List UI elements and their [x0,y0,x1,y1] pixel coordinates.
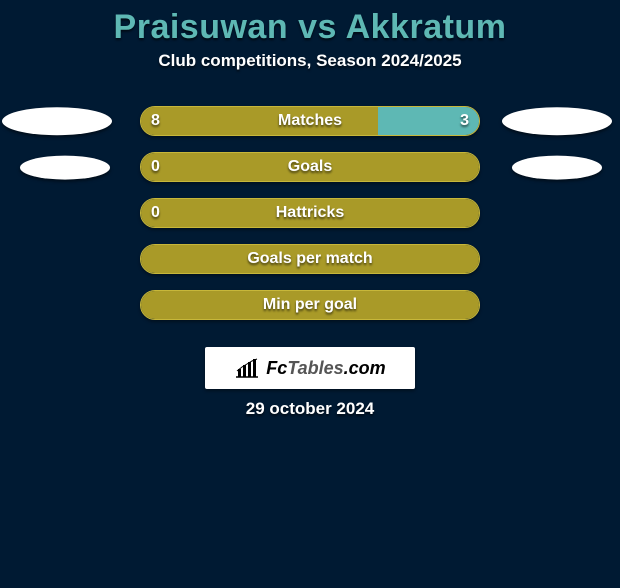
stat-bar-track [141,291,479,319]
logo-brand-c: .com [344,358,386,378]
page-title: Praisuwan vs Akkratum [0,8,620,47]
subtitle: Club competitions, Season 2024/2025 [0,51,620,71]
logo-brand-b: Tables [287,358,343,378]
stat-bar: Min per goal [140,290,480,320]
stat-bar-fill-right [378,107,479,135]
title-right: Akkratum [346,8,507,46]
stat-bar-fill-left [141,107,378,135]
logo-brand-a: Fc [266,358,287,378]
title-left: Praisuwan [114,8,289,46]
stat-bar-track [141,107,479,135]
stat-bar-track [141,199,479,227]
date-label: 29 october 2024 [0,399,620,419]
stat-bar: Goals per match [140,244,480,274]
stat-bar-track [141,245,479,273]
player-right-marker [512,156,602,180]
title-sep: vs [298,8,337,46]
stat-bar: Matches83 [140,106,480,136]
stat-row: Hattricks0 [0,193,620,239]
stats-container: Matches83 Goals0 Hattricks0 Goals per match… [0,101,620,331]
stat-row: Goals per match [0,239,620,285]
stat-bar-track [141,153,479,181]
stat-bar: Goals0 [140,152,480,182]
stat-row: Matches83 [0,101,620,147]
logo-text: FcTables.com [266,358,385,379]
logo-box: FcTables.com [205,347,415,389]
player-left-marker [2,107,112,135]
stat-row: Goals0 [0,147,620,193]
stat-row: Min per goal [0,285,620,331]
barchart-icon [234,357,260,379]
stat-bar: Hattricks0 [140,198,480,228]
player-left-marker [20,156,110,180]
player-right-marker [502,107,612,135]
